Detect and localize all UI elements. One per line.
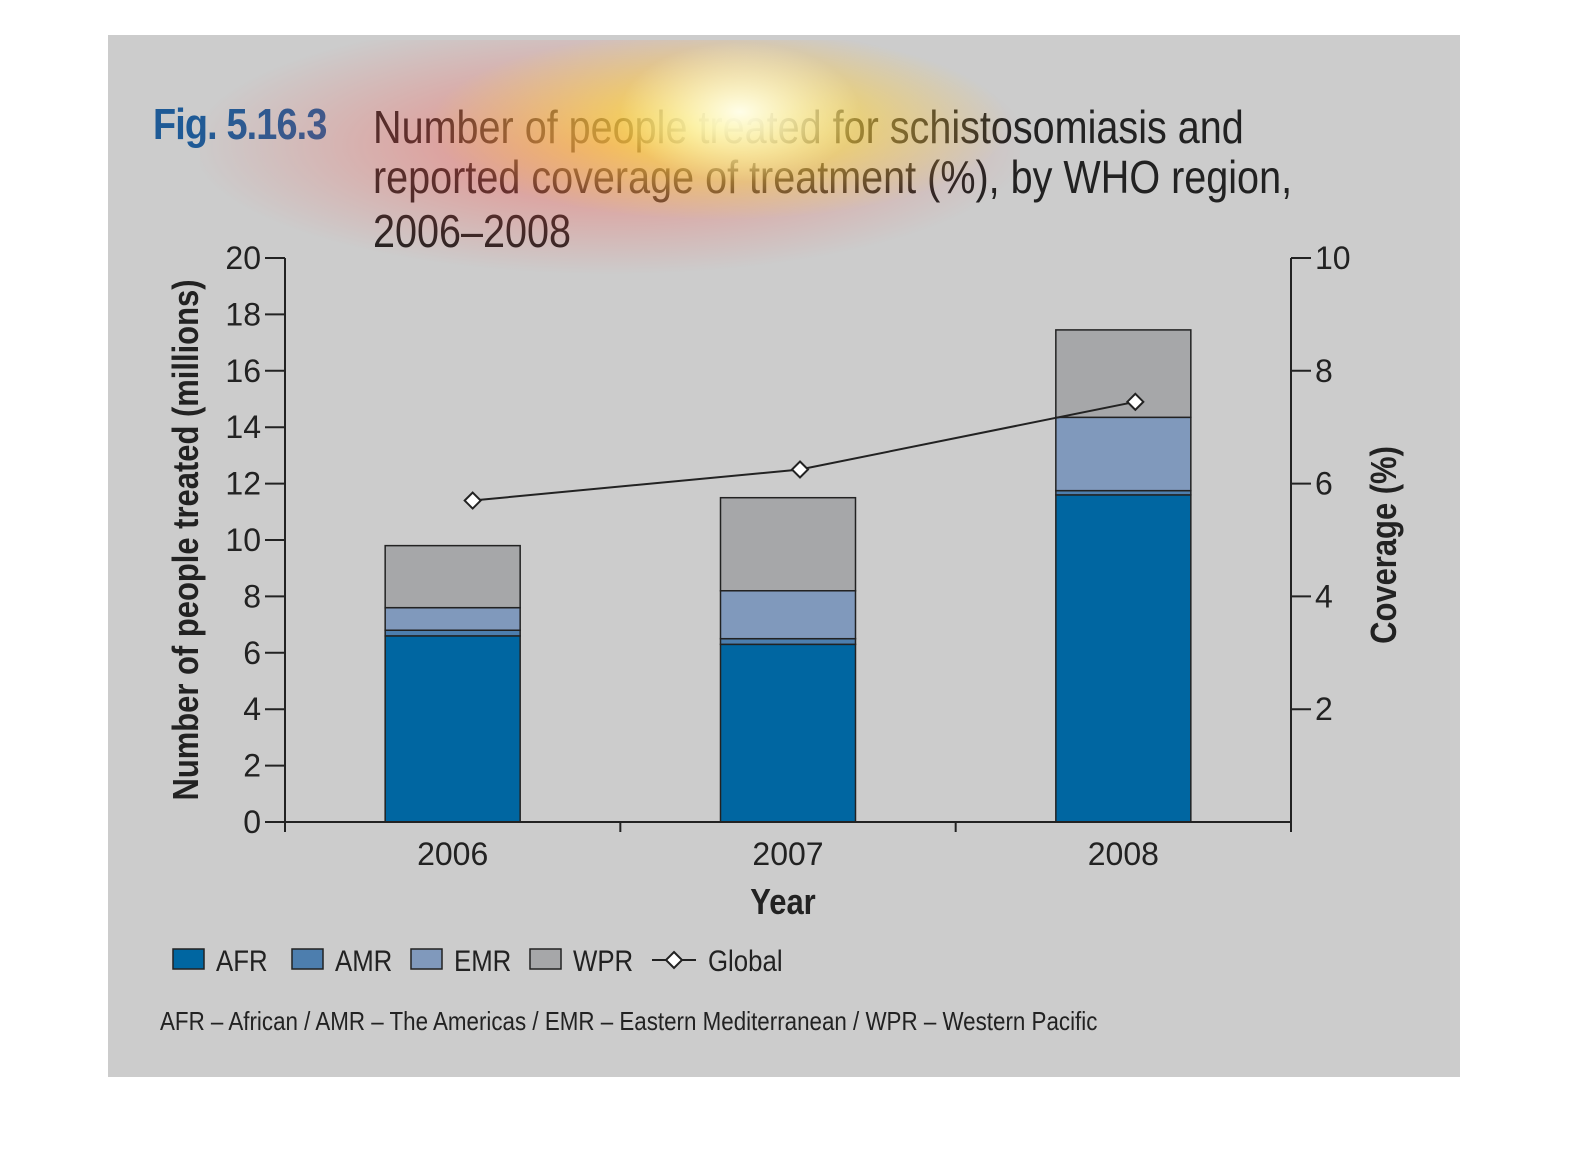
bar-amr-2006 <box>384 629 521 637</box>
y-tick-label-18: 18 <box>225 296 261 332</box>
y-axis-title: Number of people treated (millions) <box>167 279 207 800</box>
legend-marker-global <box>664 950 684 970</box>
legend-label-global: Global <box>708 944 783 977</box>
legend-swatch-amr <box>291 948 324 970</box>
legend-swatch-afr <box>172 948 205 970</box>
global-point-2007 <box>790 460 810 479</box>
legend-label-wpr: WPR <box>573 944 633 977</box>
bar-afr-2006 <box>384 635 521 823</box>
y-tick-label-2: 2 <box>243 748 261 784</box>
y2-tick-label-2: 2 <box>1315 691 1333 727</box>
legend-label-amr: AMR <box>335 944 392 977</box>
global-point-2008 <box>1125 392 1145 412</box>
y-tick-label-12: 12 <box>225 466 261 502</box>
bar-afr-2008 <box>1055 494 1192 823</box>
global-line-layer <box>463 392 1145 510</box>
y-tick-label-4: 4 <box>243 691 261 727</box>
global-coverage-line <box>472 400 1136 502</box>
bar-emr-2008 <box>1055 416 1192 492</box>
y-tick-label-20: 20 <box>225 240 261 276</box>
bar-wpr-2008 <box>1055 329 1192 419</box>
x-axis-title: Year <box>750 883 815 923</box>
bar-wpr-2006 <box>384 544 521 609</box>
legend-swatch-emr <box>410 948 443 970</box>
y2-tick-label-4: 4 <box>1315 578 1333 614</box>
legend: AFR AMR EMR WPR Global <box>172 944 783 977</box>
legend-swatch-wpr <box>529 948 562 970</box>
x-tick-label-2006: 2006 <box>417 836 488 872</box>
x-tick-label-2007: 2007 <box>752 836 823 872</box>
y2-axis-title: Coverage (%) <box>1365 446 1405 644</box>
legend-label-emr: EMR <box>454 944 511 977</box>
y-tick-label-6: 6 <box>243 635 261 671</box>
y-tick-label-16: 16 <box>225 353 261 389</box>
y2-tick-label-10: 10 <box>1315 240 1351 276</box>
y-tick-label-0: 0 <box>243 804 261 840</box>
x-tick-label-2008: 2008 <box>1088 836 1159 872</box>
bar-amr-2007 <box>719 637 857 646</box>
bars-layer <box>384 329 1192 823</box>
y-tick-label-8: 8 <box>243 578 261 614</box>
y2-tick-label-8: 8 <box>1315 353 1333 389</box>
bar-emr-2007 <box>719 590 857 640</box>
global-point-2006 <box>463 491 483 510</box>
region-footnote: AFR – African / AMR – The Americas / EMR… <box>160 1006 1098 1036</box>
y2-tick-label-6: 6 <box>1315 466 1333 502</box>
y-tick-label-14: 14 <box>225 409 261 445</box>
y-tick-label-10: 10 <box>225 522 261 558</box>
bar-afr-2007 <box>719 643 857 823</box>
legend-label-afr: AFR <box>216 944 268 977</box>
bar-wpr-2007 <box>719 496 857 592</box>
axes-layer: 2006 2007 2008 0 2 4 6 8 10 12 14 16 18 20 2 4 6 8 10 Numbe… <box>167 240 1405 923</box>
bar-emr-2006 <box>384 606 521 631</box>
